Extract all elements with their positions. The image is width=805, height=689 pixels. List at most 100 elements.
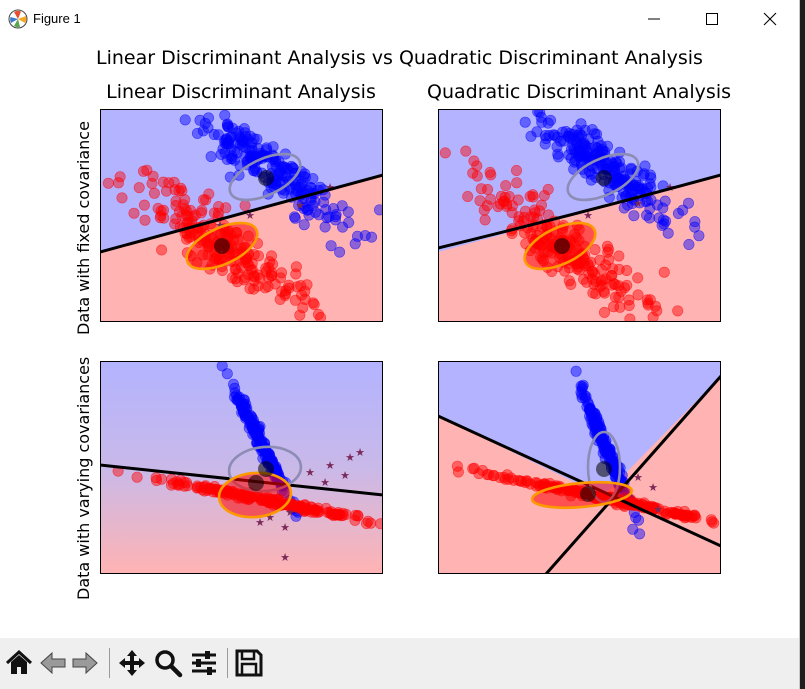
class-0-point bbox=[484, 166, 496, 178]
class-0-point bbox=[163, 177, 175, 189]
class-1-point bbox=[264, 449, 276, 461]
class-0-point bbox=[139, 214, 151, 226]
class-1-point bbox=[289, 211, 301, 223]
axes-qda-varying[interactable]: ★★★★ bbox=[438, 361, 721, 574]
class-mean bbox=[258, 461, 274, 477]
forward-arrow-icon[interactable] bbox=[70, 648, 100, 678]
misclassified-point: ★ bbox=[295, 199, 305, 212]
class-0-point bbox=[589, 244, 601, 256]
class-0-point bbox=[460, 145, 472, 157]
class-1-point bbox=[552, 151, 564, 163]
class-1-point bbox=[329, 214, 341, 226]
class-0-point bbox=[335, 510, 347, 522]
back-arrow-icon[interactable] bbox=[38, 648, 68, 678]
class-0-point bbox=[286, 500, 298, 512]
class-0-point bbox=[483, 469, 495, 481]
class-1-point bbox=[627, 523, 639, 535]
class-0-point bbox=[500, 180, 512, 192]
title-bar[interactable]: Figure 1 bbox=[0, 0, 799, 38]
class-0-region bbox=[438, 416, 603, 574]
class-1-point bbox=[677, 204, 689, 216]
class-1-point bbox=[591, 418, 603, 430]
misclassified-point: ★ bbox=[653, 503, 663, 516]
class-0-point bbox=[334, 509, 346, 521]
minimize-button[interactable] bbox=[625, 0, 683, 38]
class-1-point bbox=[227, 122, 239, 134]
class-1-point bbox=[577, 379, 589, 391]
class-1-point bbox=[222, 138, 234, 150]
misclassified-point: ★ bbox=[633, 197, 643, 210]
class-0-point bbox=[669, 508, 681, 520]
maximize-button[interactable] bbox=[683, 0, 741, 38]
axes-lda-varying[interactable]: ★ ★ ★ ★ ★ ★ ★ ★ ★ ★ ★ bbox=[100, 361, 383, 574]
close-button[interactable] bbox=[741, 0, 799, 38]
class-1-point bbox=[278, 161, 290, 173]
class-0-point bbox=[596, 264, 608, 276]
axes-qda-fixed[interactable]: ★ ★ ★ bbox=[438, 109, 721, 322]
class-mean bbox=[596, 170, 612, 186]
class-1-point bbox=[532, 109, 544, 118]
class-1-point bbox=[601, 448, 613, 460]
save-icon[interactable] bbox=[234, 648, 264, 678]
class-1-point bbox=[539, 138, 551, 150]
class-1-point bbox=[590, 422, 602, 434]
class-0-point bbox=[167, 477, 179, 489]
class-1-point bbox=[583, 165, 595, 177]
class-1-point bbox=[191, 127, 203, 139]
class-0-point bbox=[181, 477, 193, 489]
class-0-point bbox=[451, 460, 463, 472]
configure-subplots-icon[interactable] bbox=[189, 648, 219, 678]
class-0-point bbox=[198, 194, 210, 206]
class-0-point bbox=[294, 501, 306, 513]
class-1-point bbox=[560, 125, 572, 137]
class-0-point bbox=[623, 300, 635, 312]
misclassified-point: ★ bbox=[633, 471, 643, 484]
class-1-point bbox=[194, 114, 206, 126]
class-0-point bbox=[672, 305, 684, 317]
class-0-point bbox=[452, 466, 464, 478]
class-0-point bbox=[647, 311, 659, 322]
class-1-region bbox=[100, 109, 383, 252]
class-1-point bbox=[596, 435, 608, 447]
class-0-point bbox=[706, 516, 718, 528]
class-0-point bbox=[170, 195, 182, 207]
class-1-point bbox=[237, 140, 249, 152]
class-0-point bbox=[599, 287, 611, 299]
class-1-point bbox=[251, 133, 263, 145]
class-0-point bbox=[487, 470, 499, 482]
class-0-point bbox=[252, 280, 264, 292]
home-icon[interactable] bbox=[4, 648, 34, 678]
class-0-point bbox=[602, 246, 614, 258]
class-1-point bbox=[229, 145, 241, 157]
class-1-point bbox=[222, 121, 234, 133]
covariance-ellipse bbox=[217, 471, 293, 519]
class-1-point bbox=[366, 231, 378, 243]
class-0-point bbox=[246, 264, 258, 276]
class-0-point bbox=[589, 268, 601, 280]
zoom-icon[interactable] bbox=[153, 648, 183, 678]
axes-lda-fixed[interactable]: ★ ★ ★ ★ bbox=[100, 109, 383, 322]
pan-icon[interactable] bbox=[117, 648, 147, 678]
class-0-point bbox=[515, 475, 527, 487]
figure-suptitle: Linear Discriminant Analysis vs Quadrati… bbox=[96, 47, 703, 69]
class-1-point bbox=[576, 129, 588, 141]
class-0-point bbox=[260, 266, 272, 278]
class-0-point bbox=[213, 201, 225, 213]
class-0-point bbox=[462, 191, 474, 203]
class-1-point bbox=[235, 397, 247, 409]
class-1-point bbox=[525, 130, 537, 142]
class-1-point bbox=[563, 149, 575, 161]
class-0-point bbox=[175, 474, 187, 486]
close-icon bbox=[763, 12, 777, 26]
class-0-point bbox=[621, 279, 633, 291]
class-0-point bbox=[195, 207, 207, 219]
class-1-point bbox=[645, 172, 657, 184]
class-1-point bbox=[567, 128, 579, 140]
class-0-point bbox=[524, 190, 536, 202]
class-0-point bbox=[154, 212, 166, 224]
class-0-point bbox=[169, 184, 181, 196]
class-0-point bbox=[534, 205, 546, 217]
class-1-point bbox=[203, 112, 215, 124]
class-0-point bbox=[212, 207, 224, 219]
class-0-point bbox=[600, 259, 612, 271]
